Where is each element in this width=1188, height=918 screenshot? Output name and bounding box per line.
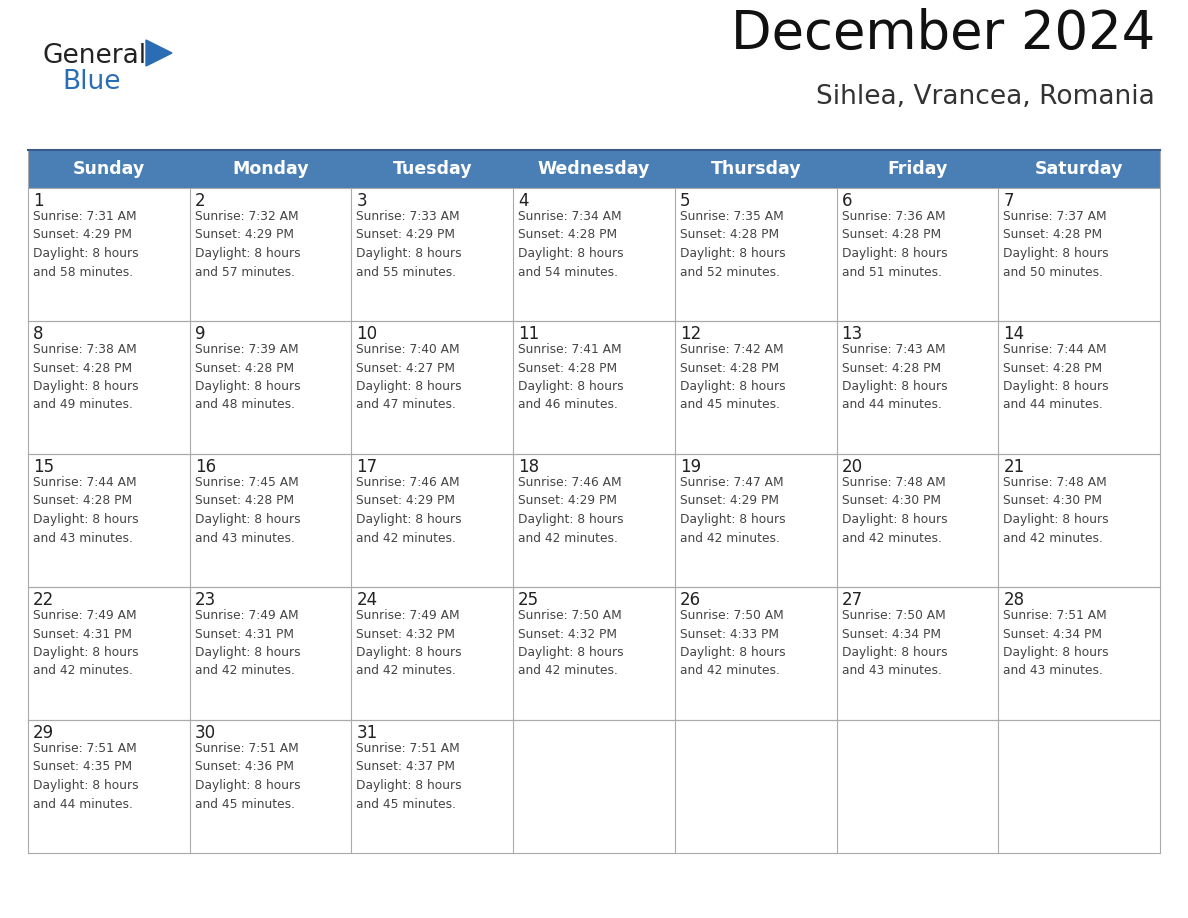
- Text: Sunrise: 7:51 AM
Sunset: 4:34 PM
Daylight: 8 hours
and 43 minutes.: Sunrise: 7:51 AM Sunset: 4:34 PM Dayligh…: [1004, 609, 1108, 677]
- Text: Sunrise: 7:48 AM
Sunset: 4:30 PM
Daylight: 8 hours
and 42 minutes.: Sunrise: 7:48 AM Sunset: 4:30 PM Dayligh…: [841, 476, 947, 544]
- Text: Sunrise: 7:39 AM
Sunset: 4:28 PM
Daylight: 8 hours
and 48 minutes.: Sunrise: 7:39 AM Sunset: 4:28 PM Dayligh…: [195, 343, 301, 411]
- Text: Sunrise: 7:32 AM
Sunset: 4:29 PM
Daylight: 8 hours
and 57 minutes.: Sunrise: 7:32 AM Sunset: 4:29 PM Dayligh…: [195, 210, 301, 278]
- Text: Sunrise: 7:35 AM
Sunset: 4:28 PM
Daylight: 8 hours
and 52 minutes.: Sunrise: 7:35 AM Sunset: 4:28 PM Dayligh…: [680, 210, 785, 278]
- Text: 1: 1: [33, 192, 44, 210]
- Text: 5: 5: [680, 192, 690, 210]
- Text: Wednesday: Wednesday: [538, 160, 650, 178]
- Text: Sunrise: 7:48 AM
Sunset: 4:30 PM
Daylight: 8 hours
and 42 minutes.: Sunrise: 7:48 AM Sunset: 4:30 PM Dayligh…: [1004, 476, 1108, 544]
- Text: Sunrise: 7:44 AM
Sunset: 4:28 PM
Daylight: 8 hours
and 44 minutes.: Sunrise: 7:44 AM Sunset: 4:28 PM Dayligh…: [1004, 343, 1108, 411]
- Text: Sunrise: 7:47 AM
Sunset: 4:29 PM
Daylight: 8 hours
and 42 minutes.: Sunrise: 7:47 AM Sunset: 4:29 PM Dayligh…: [680, 476, 785, 544]
- Text: 18: 18: [518, 458, 539, 476]
- Text: 14: 14: [1004, 325, 1024, 343]
- Text: Sunrise: 7:46 AM
Sunset: 4:29 PM
Daylight: 8 hours
and 42 minutes.: Sunrise: 7:46 AM Sunset: 4:29 PM Dayligh…: [518, 476, 624, 544]
- Text: 29: 29: [33, 724, 55, 742]
- Text: 12: 12: [680, 325, 701, 343]
- Text: 27: 27: [841, 591, 862, 609]
- Text: 11: 11: [518, 325, 539, 343]
- Text: 30: 30: [195, 724, 216, 742]
- Text: 26: 26: [680, 591, 701, 609]
- Text: 19: 19: [680, 458, 701, 476]
- Text: 25: 25: [518, 591, 539, 609]
- Text: Sunrise: 7:45 AM
Sunset: 4:28 PM
Daylight: 8 hours
and 43 minutes.: Sunrise: 7:45 AM Sunset: 4:28 PM Dayligh…: [195, 476, 301, 544]
- Text: Sunrise: 7:41 AM
Sunset: 4:28 PM
Daylight: 8 hours
and 46 minutes.: Sunrise: 7:41 AM Sunset: 4:28 PM Dayligh…: [518, 343, 624, 411]
- Text: Sunday: Sunday: [72, 160, 145, 178]
- Text: 17: 17: [356, 458, 378, 476]
- Text: 3: 3: [356, 192, 367, 210]
- Text: Tuesday: Tuesday: [392, 160, 472, 178]
- Text: 6: 6: [841, 192, 852, 210]
- Text: Sunrise: 7:49 AM
Sunset: 4:31 PM
Daylight: 8 hours
and 42 minutes.: Sunrise: 7:49 AM Sunset: 4:31 PM Dayligh…: [195, 609, 301, 677]
- Text: 13: 13: [841, 325, 862, 343]
- Text: Sunrise: 7:43 AM
Sunset: 4:28 PM
Daylight: 8 hours
and 44 minutes.: Sunrise: 7:43 AM Sunset: 4:28 PM Dayligh…: [841, 343, 947, 411]
- Text: 7: 7: [1004, 192, 1013, 210]
- Text: December 2024: December 2024: [731, 8, 1155, 60]
- Text: Sunrise: 7:31 AM
Sunset: 4:29 PM
Daylight: 8 hours
and 58 minutes.: Sunrise: 7:31 AM Sunset: 4:29 PM Dayligh…: [33, 210, 139, 278]
- Bar: [29, 150, 1159, 188]
- Text: 4: 4: [518, 192, 529, 210]
- Polygon shape: [146, 40, 172, 66]
- Text: Sihlea, Vrancea, Romania: Sihlea, Vrancea, Romania: [816, 84, 1155, 110]
- Text: Sunrise: 7:49 AM
Sunset: 4:32 PM
Daylight: 8 hours
and 42 minutes.: Sunrise: 7:49 AM Sunset: 4:32 PM Dayligh…: [356, 609, 462, 677]
- Text: 8: 8: [33, 325, 44, 343]
- Text: 22: 22: [33, 591, 55, 609]
- Text: 24: 24: [356, 591, 378, 609]
- Text: Sunrise: 7:50 AM
Sunset: 4:34 PM
Daylight: 8 hours
and 43 minutes.: Sunrise: 7:50 AM Sunset: 4:34 PM Dayligh…: [841, 609, 947, 677]
- Text: Sunrise: 7:40 AM
Sunset: 4:27 PM
Daylight: 8 hours
and 47 minutes.: Sunrise: 7:40 AM Sunset: 4:27 PM Dayligh…: [356, 343, 462, 411]
- Text: Sunrise: 7:34 AM
Sunset: 4:28 PM
Daylight: 8 hours
and 54 minutes.: Sunrise: 7:34 AM Sunset: 4:28 PM Dayligh…: [518, 210, 624, 278]
- Text: Monday: Monday: [233, 160, 309, 178]
- Text: Sunrise: 7:51 AM
Sunset: 4:37 PM
Daylight: 8 hours
and 45 minutes.: Sunrise: 7:51 AM Sunset: 4:37 PM Dayligh…: [356, 742, 462, 811]
- Text: Sunrise: 7:36 AM
Sunset: 4:28 PM
Daylight: 8 hours
and 51 minutes.: Sunrise: 7:36 AM Sunset: 4:28 PM Dayligh…: [841, 210, 947, 278]
- Text: General: General: [42, 43, 146, 69]
- Text: 9: 9: [195, 325, 206, 343]
- Text: Sunrise: 7:33 AM
Sunset: 4:29 PM
Daylight: 8 hours
and 55 minutes.: Sunrise: 7:33 AM Sunset: 4:29 PM Dayligh…: [356, 210, 462, 278]
- Text: 2: 2: [195, 192, 206, 210]
- Text: Sunrise: 7:51 AM
Sunset: 4:35 PM
Daylight: 8 hours
and 44 minutes.: Sunrise: 7:51 AM Sunset: 4:35 PM Dayligh…: [33, 742, 139, 811]
- Text: 15: 15: [33, 458, 55, 476]
- Text: 20: 20: [841, 458, 862, 476]
- Text: 16: 16: [195, 458, 216, 476]
- Text: Sunrise: 7:37 AM
Sunset: 4:28 PM
Daylight: 8 hours
and 50 minutes.: Sunrise: 7:37 AM Sunset: 4:28 PM Dayligh…: [1004, 210, 1108, 278]
- Text: Thursday: Thursday: [710, 160, 801, 178]
- Text: Sunrise: 7:38 AM
Sunset: 4:28 PM
Daylight: 8 hours
and 49 minutes.: Sunrise: 7:38 AM Sunset: 4:28 PM Dayligh…: [33, 343, 139, 411]
- Text: Sunrise: 7:49 AM
Sunset: 4:31 PM
Daylight: 8 hours
and 42 minutes.: Sunrise: 7:49 AM Sunset: 4:31 PM Dayligh…: [33, 609, 139, 677]
- Text: Sunrise: 7:51 AM
Sunset: 4:36 PM
Daylight: 8 hours
and 45 minutes.: Sunrise: 7:51 AM Sunset: 4:36 PM Dayligh…: [195, 742, 301, 811]
- Text: 10: 10: [356, 325, 378, 343]
- Text: 23: 23: [195, 591, 216, 609]
- Text: Friday: Friday: [887, 160, 948, 178]
- Text: 31: 31: [356, 724, 378, 742]
- Text: 21: 21: [1004, 458, 1024, 476]
- Text: Blue: Blue: [62, 69, 120, 95]
- Text: Sunrise: 7:42 AM
Sunset: 4:28 PM
Daylight: 8 hours
and 45 minutes.: Sunrise: 7:42 AM Sunset: 4:28 PM Dayligh…: [680, 343, 785, 411]
- Text: Sunrise: 7:50 AM
Sunset: 4:32 PM
Daylight: 8 hours
and 42 minutes.: Sunrise: 7:50 AM Sunset: 4:32 PM Dayligh…: [518, 609, 624, 677]
- Text: Sunrise: 7:50 AM
Sunset: 4:33 PM
Daylight: 8 hours
and 42 minutes.: Sunrise: 7:50 AM Sunset: 4:33 PM Dayligh…: [680, 609, 785, 677]
- Text: Sunrise: 7:46 AM
Sunset: 4:29 PM
Daylight: 8 hours
and 42 minutes.: Sunrise: 7:46 AM Sunset: 4:29 PM Dayligh…: [356, 476, 462, 544]
- Text: Sunrise: 7:44 AM
Sunset: 4:28 PM
Daylight: 8 hours
and 43 minutes.: Sunrise: 7:44 AM Sunset: 4:28 PM Dayligh…: [33, 476, 139, 544]
- Text: 28: 28: [1004, 591, 1024, 609]
- Text: Saturday: Saturday: [1035, 160, 1124, 178]
